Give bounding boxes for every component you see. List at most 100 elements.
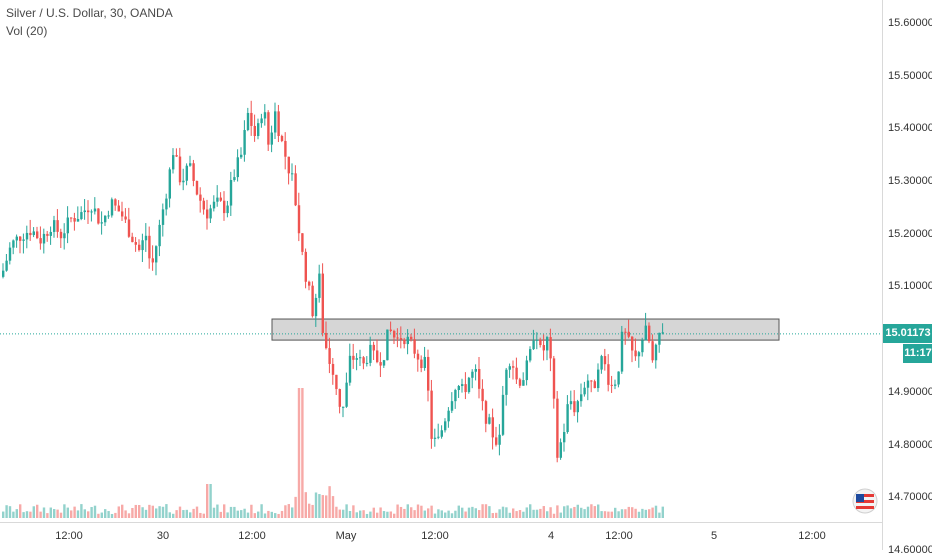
volume-bar <box>185 509 188 518</box>
volume-bar <box>246 512 250 518</box>
tradingview-flag-icon[interactable] <box>850 486 880 516</box>
volume-bar <box>644 509 647 518</box>
volume-bar <box>127 513 131 518</box>
volume-bar <box>243 508 246 518</box>
candle-body <box>631 336 634 351</box>
price-axis[interactable]: 15.60000 15.50000 15.40000 15.30000 15.20000… <box>882 0 932 556</box>
candle-body <box>389 329 392 331</box>
volume-bar <box>39 511 42 518</box>
volume-bar <box>631 507 634 518</box>
volume-bar <box>569 508 573 518</box>
candle-body <box>539 339 542 346</box>
candle-body <box>433 437 437 439</box>
volume-bar <box>175 510 178 518</box>
bar-countdown-tag: 11:17 <box>903 343 932 363</box>
time-axis[interactable]: 12:00 30 12:00 May 12:00 4 12:00 5 12:00 <box>0 522 882 551</box>
candle-body <box>651 341 654 361</box>
candle-body <box>427 356 430 391</box>
time-tick-label: 5 <box>710 530 718 542</box>
volume-bar <box>63 504 66 518</box>
volume-bar <box>53 509 56 518</box>
volume-bar <box>195 506 199 518</box>
candle-body <box>314 297 318 317</box>
candle-body <box>328 348 331 364</box>
volume-bar <box>450 513 454 518</box>
candle-body <box>549 337 552 359</box>
volume-indicator-label[interactable]: Vol (20) <box>6 24 48 38</box>
candle-body <box>661 332 664 334</box>
volume-bar <box>148 504 151 518</box>
candlestick-chart[interactable] <box>0 0 882 522</box>
volume-bar <box>331 496 335 518</box>
candle-body <box>365 362 369 364</box>
volume-bar <box>620 509 624 518</box>
candle-body <box>277 111 280 136</box>
volume-bar <box>403 508 406 518</box>
volume-bar <box>8 506 12 518</box>
volume-bar <box>93 505 97 518</box>
volume-bar <box>573 506 576 518</box>
volume-bar <box>365 513 369 518</box>
volume-bar <box>287 504 290 518</box>
volume-bar <box>495 512 498 518</box>
candle-body <box>59 231 63 239</box>
volume-bar <box>233 506 236 518</box>
volume-bar <box>661 506 664 518</box>
volume-bar <box>236 510 239 518</box>
volume-bar <box>627 506 630 518</box>
candle-body <box>597 369 600 389</box>
volume-bar <box>580 507 583 518</box>
candle-body <box>369 344 372 363</box>
candle-body <box>535 339 539 341</box>
volume-bar <box>440 510 443 518</box>
candle-body <box>325 332 328 349</box>
volume-bar <box>12 511 15 518</box>
volume-bar <box>42 507 46 518</box>
volume-bar <box>274 513 277 518</box>
candle-body <box>522 380 525 386</box>
candle-body <box>287 156 290 174</box>
candle-body <box>158 224 161 247</box>
volume-bar <box>250 504 253 518</box>
volume-bar <box>410 507 413 518</box>
volume-bar <box>576 504 579 518</box>
candle-body <box>410 336 413 340</box>
candle-body <box>634 350 637 357</box>
volume-bar <box>610 511 613 518</box>
candle-body <box>461 384 464 387</box>
volume-bar <box>212 507 216 518</box>
resistance-zone <box>271 318 780 341</box>
volume-bar <box>219 511 222 518</box>
volume-bar <box>121 504 124 518</box>
volume-bar <box>559 512 562 518</box>
candle-body <box>603 356 607 365</box>
volume-bar <box>386 511 389 518</box>
volume-bar <box>348 510 352 518</box>
candle-body <box>403 339 406 345</box>
volume-bar <box>223 504 226 518</box>
chart-plot-area[interactable]: Silver / U.S. Dollar, 30, OANDA Vol (20) <box>0 0 882 522</box>
candle-body <box>63 233 66 239</box>
time-tick-label: 12:00 <box>238 530 266 542</box>
volume-bar <box>32 506 35 518</box>
volume-bar <box>301 388 304 518</box>
candle-body <box>620 331 624 372</box>
volume-bar <box>206 484 209 518</box>
candle-body <box>223 200 226 214</box>
volume-bar <box>355 512 358 518</box>
chart-title[interactable]: Silver / U.S. Dollar, 30, OANDA <box>6 6 173 20</box>
candle-body <box>131 236 134 243</box>
candle-body <box>399 338 403 340</box>
price-tick-label: 14.80000 <box>888 438 932 451</box>
volume-bar <box>464 511 467 518</box>
candle-body <box>318 273 321 298</box>
volume-bar <box>165 504 168 518</box>
volume-bar <box>314 492 318 518</box>
candle-body <box>195 180 199 195</box>
volume-bar <box>651 507 654 518</box>
volume-bar <box>308 503 311 518</box>
candle-body <box>331 363 335 375</box>
candle-body <box>372 344 375 351</box>
candle-body <box>83 210 86 213</box>
volume-bar <box>189 512 192 518</box>
